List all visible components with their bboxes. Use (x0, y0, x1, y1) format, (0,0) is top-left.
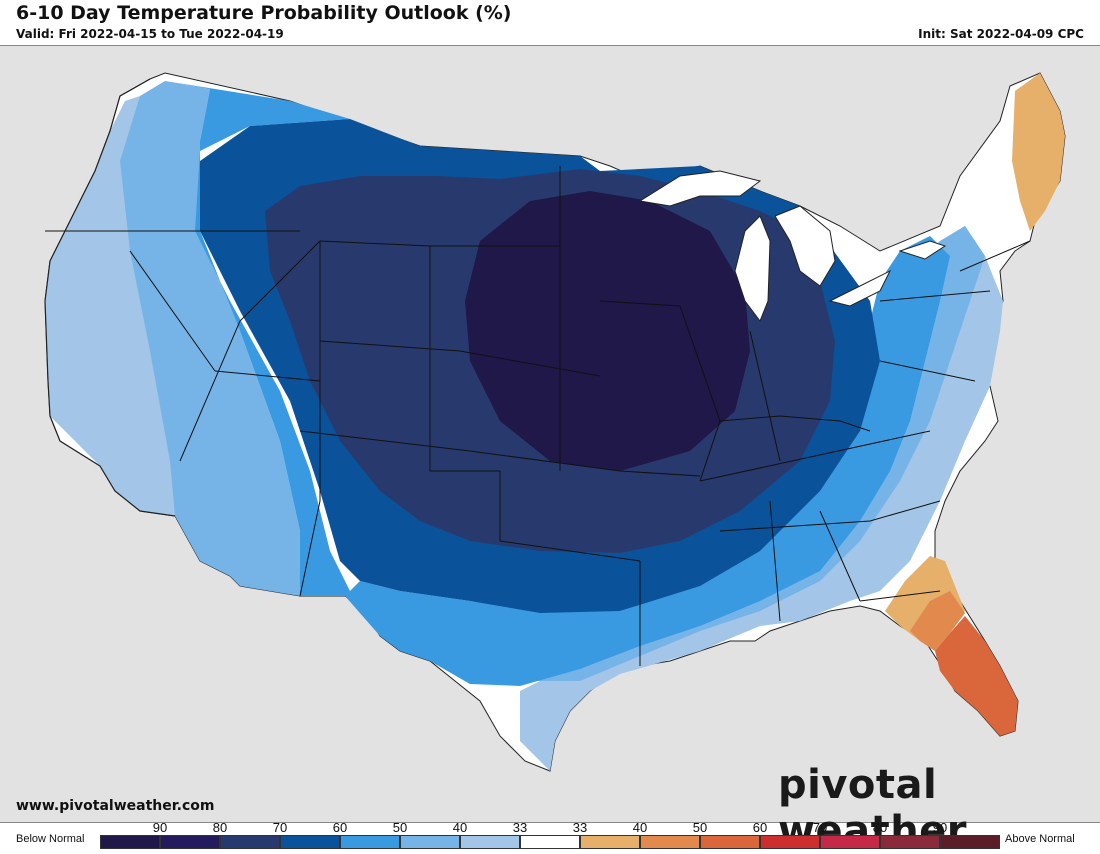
outlook-above-60 (935, 616, 1018, 736)
legend-swatch (760, 835, 820, 849)
legend-tick-label: 60 (752, 820, 768, 835)
legend-tick-label: 70 (272, 820, 288, 835)
legend-swatch (220, 835, 280, 849)
legend-swatch (820, 835, 880, 849)
legend-swatch (640, 835, 700, 849)
legend-swatch (880, 835, 940, 849)
outlook-above-50 (910, 591, 965, 651)
legend-swatch (340, 835, 400, 849)
outlook-below-80 (465, 191, 750, 471)
legend-tick-label: 80 (872, 820, 888, 835)
legend-swatch (700, 835, 760, 849)
legend-swatch (100, 835, 160, 849)
legend-tick-label: 90 (152, 820, 168, 835)
legend-tick-label: 40 (452, 820, 468, 835)
legend-tick-label: 33 (572, 820, 588, 835)
outlook-map (0, 46, 1100, 822)
legend-above-label: Above Normal (1005, 833, 1075, 845)
map-frame (0, 45, 1100, 823)
init-time: Init: Sat 2022-04-09 CPC (918, 27, 1084, 41)
legend-swatch (160, 835, 220, 849)
map-title: 6-10 Day Temperature Probability Outlook… (16, 2, 512, 24)
legend-tick-label: 60 (332, 820, 348, 835)
legend-swatch (940, 835, 1000, 849)
legend-tick-label: 50 (392, 820, 408, 835)
legend-swatch (580, 835, 640, 849)
legend-below-label: Below Normal (16, 833, 85, 845)
valid-period: Valid: Fri 2022-04-15 to Tue 2022-04-19 (16, 27, 284, 41)
legend-tick-label: 80 (212, 820, 228, 835)
outlook-above-40 (885, 73, 1065, 651)
west-coast (44, 78, 176, 517)
legend: Below Normal Above Normal 90 80 70 60 50 40 33… (0, 820, 1100, 850)
legend-tick-label: 33 (512, 820, 528, 835)
header: 6-10 Day Temperature Probability Outlook… (0, 0, 1100, 46)
website-url: www.pivotalweather.com (16, 798, 215, 814)
legend-tick-label: 50 (692, 820, 708, 835)
legend-swatch (520, 835, 580, 849)
legend-tick-label: 90 (932, 820, 948, 835)
legend-tick-label: 40 (632, 820, 648, 835)
state-borders (45, 166, 1031, 666)
legend-swatch (280, 835, 340, 849)
legend-swatch (460, 835, 520, 849)
legend-swatch (400, 835, 460, 849)
great-lakes (638, 170, 947, 323)
legend-tick-label: 70 (812, 820, 828, 835)
